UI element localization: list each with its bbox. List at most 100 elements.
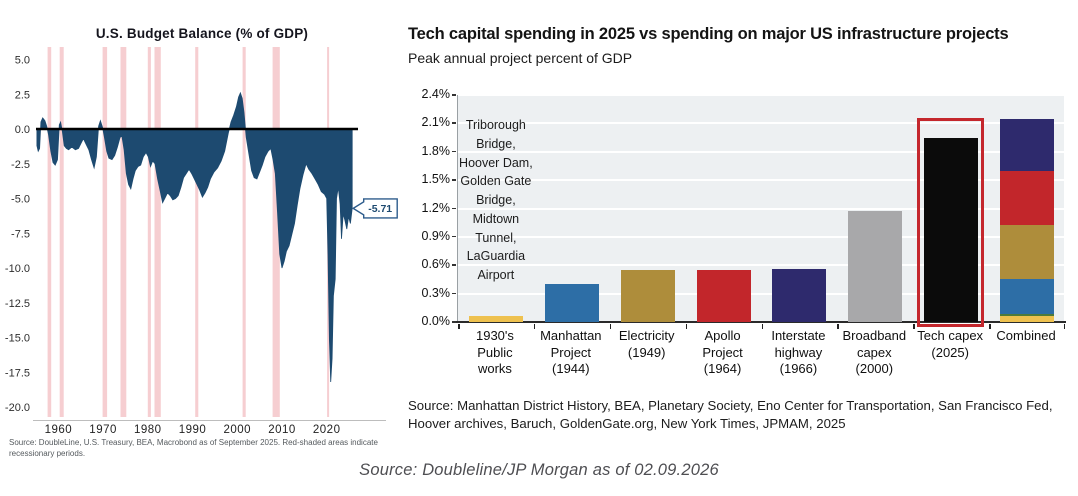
y-axis-label: -17.5 — [5, 367, 30, 379]
x-axis-tick — [913, 324, 915, 329]
recession-band — [120, 47, 127, 417]
y-axis-label: 0.0% — [421, 314, 451, 328]
x-axis-tick — [458, 324, 460, 329]
category-label-line: Tech capex — [917, 328, 984, 343]
category-label-electricity-1949: Electricity (1949) — [609, 328, 685, 378]
category-label-line: Broadband — [842, 328, 907, 343]
bar-manhattan-project-1944 — [544, 284, 599, 322]
y-axis-label: -2.5 — [11, 159, 30, 171]
tech-chart-subtitle: Peak annual project percent of GDP — [408, 50, 633, 66]
tech-chart-source: Source: Manhattan District History, BEA,… — [408, 398, 1053, 431]
x-axis-tick — [837, 324, 839, 329]
gridline — [458, 264, 1064, 267]
category-label-line: Interstate — [771, 328, 826, 343]
y-axis-label: 2.4% — [421, 87, 451, 101]
stack-segment — [1000, 314, 1055, 317]
budget-chart-source: Source: DoubleLine, U.S. Treasury, BEA, … — [9, 438, 378, 459]
x-axis-tick — [533, 324, 536, 329]
recession-band — [102, 47, 108, 417]
category-label-line: Manhattan — [540, 328, 602, 343]
tech-capex-highlight-box — [917, 117, 985, 327]
gridline — [458, 207, 1064, 210]
category-label-line: (1949) — [627, 344, 666, 360]
y-axis-label: -12.5 — [5, 298, 30, 310]
y-axis-label: 1.8% — [421, 143, 451, 158]
stack-segment — [1000, 316, 1055, 322]
category-label-line: works — [477, 361, 512, 377]
y-axis-tick — [452, 235, 456, 238]
y-axis-label: 1.2% — [421, 200, 451, 215]
projects-annotation: Triborough Bridge, Hoover Dam, Golden Ga… — [458, 116, 534, 285]
x-axis-label: 2010 — [268, 424, 296, 436]
category-label-line: Project — [702, 344, 743, 360]
bar-apollo-project-1964 — [696, 269, 751, 322]
category-label-broadband-capex-2000: Broadband capex (2000) — [836, 328, 912, 378]
category-label-line: highway — [774, 344, 823, 360]
gridline — [458, 235, 1064, 238]
y-axis-label: 0.3% — [421, 285, 451, 300]
y-axis-tick — [452, 179, 456, 181]
y-axis-tick — [452, 122, 456, 124]
category-label-1930-s-public-works: 1930's Public works — [457, 328, 533, 378]
stack-segment — [1000, 170, 1055, 225]
gridline — [458, 150, 1064, 153]
y-axis-tick — [452, 150, 456, 153]
y-axis-label: 5.0 — [15, 55, 30, 67]
bar-broadband-capex-2000 — [848, 211, 903, 322]
category-label-line: Apollo — [704, 328, 741, 343]
y-axis-label: 2.1% — [421, 115, 451, 130]
x-axis-tick — [609, 324, 612, 329]
y-axis-label: 2.5 — [15, 89, 30, 101]
budget-balance-area-chart: 5.0 2.5 0.0 -2.5 -5.0 -7.5 -10.0 -12.5 -15.0 -17.… — [5, 47, 398, 436]
category-label-apollo-project-1964: Apollo Project (1964) — [685, 328, 761, 378]
footer-source: Source: Doubleline/JP Morgan as of 02.09… — [359, 461, 719, 479]
category-label-line: (1966) — [779, 361, 818, 377]
tech-chart-x-axis-line — [455, 321, 1066, 323]
x-axis-label: 1960 — [45, 424, 73, 436]
budget-chart-title: U.S. Budget Balance (% of GDP) — [95, 26, 309, 41]
recession-band — [272, 47, 280, 417]
y-axis-label: -10.0 — [5, 263, 30, 275]
recession-band — [242, 47, 246, 417]
y-axis-label: -15.0 — [5, 333, 30, 345]
stack-segment — [1000, 224, 1055, 279]
recession-band — [59, 47, 64, 417]
tech-chart-plot-area: Triborough Bridge, Hoover Dam, Golden Ga… — [457, 94, 1065, 329]
y-axis-label: -20.0 — [5, 402, 30, 414]
category-label-line: Combined — [996, 328, 1056, 343]
y-axis-tick — [452, 207, 456, 209]
bar-tech-capex-2025 — [924, 137, 979, 322]
y-axis-label: 1.5% — [421, 172, 451, 187]
tech-chart-title: Tech capital spending in 2025 vs spendin… — [408, 25, 1009, 43]
y-axis-tick — [452, 292, 456, 295]
budget-balance-panel: U.S. Budget Balance (% of GDP) 5.0 2.5 0.0… — [0, 0, 404, 496]
x-axis-label: 2000 — [224, 424, 252, 436]
recession-band — [47, 47, 52, 417]
category-label-line: Project — [550, 344, 592, 360]
y-axis-tick — [452, 321, 456, 323]
tech-chart-category-labels: 1930's Public works Manhattan Project (1944) E… — [457, 328, 1064, 378]
category-label-combined: Combined — [988, 328, 1064, 378]
category-label-line: capex — [856, 344, 892, 360]
recession-band — [147, 47, 151, 417]
x-axis-tick — [685, 324, 688, 329]
stack-segment — [1000, 278, 1055, 315]
category-label-tech-capex-2025: Tech capex (2025) — [912, 328, 988, 378]
x-axis-label: 2020 — [313, 424, 341, 436]
x-axis-label: 1980 — [134, 424, 162, 436]
category-label-line: Electricity — [618, 328, 675, 343]
y-axis-label: 0.9% — [421, 228, 451, 243]
category-label-manhattan-project-1944: Manhattan Project (1944) — [533, 328, 609, 378]
x-axis-tick — [1063, 324, 1065, 329]
latest-value-label: -5.71 — [368, 203, 392, 215]
gridline — [458, 292, 1064, 295]
category-label-line: (2025) — [931, 344, 969, 360]
budget-balance-area-series — [36, 91, 353, 383]
gridline — [458, 122, 1064, 125]
y-axis-label: -7.5 — [11, 228, 30, 240]
recession-band — [154, 47, 161, 417]
category-label-line: (1964) — [703, 361, 742, 377]
y-axis-tick — [452, 264, 456, 266]
y-axis-label: 0.0 — [15, 124, 30, 136]
